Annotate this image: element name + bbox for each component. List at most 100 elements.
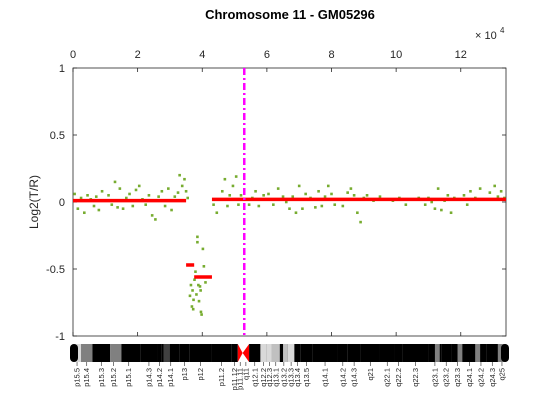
data-point xyxy=(267,192,270,196)
ideogram-band-label: p11.11 xyxy=(236,368,245,390)
ideogram-band-p15.3 xyxy=(92,344,111,362)
data-point xyxy=(196,240,199,244)
x-exponent-label: × 10 xyxy=(475,30,497,42)
data-point xyxy=(257,204,261,208)
data-point xyxy=(167,187,170,190)
ideogram-band-p15.1 xyxy=(116,344,141,362)
data-point xyxy=(83,211,86,215)
data-point xyxy=(231,184,235,188)
ideogram-band-label: q23.1 xyxy=(430,368,439,387)
ideogram-band-p14.3 xyxy=(140,344,158,362)
y-tick-label: 0.5 xyxy=(50,130,65,142)
data-point xyxy=(199,289,202,292)
data-point xyxy=(349,187,353,190)
ideogram-band-label: q13.3 xyxy=(287,368,296,387)
ideogram-band-q14.2 xyxy=(337,344,348,362)
data-point xyxy=(154,218,157,221)
ideogram-band-label: p13 xyxy=(180,368,189,381)
data-point xyxy=(195,293,198,296)
ideogram-band-label: q23.3 xyxy=(453,368,462,387)
data-point xyxy=(488,191,492,194)
ideogram-band-q13.4 xyxy=(294,344,301,362)
ideogram-band-label: q12.3 xyxy=(265,368,274,387)
data-point xyxy=(320,204,324,208)
ideogram-stain-patch xyxy=(457,344,463,362)
data-point xyxy=(262,194,265,197)
ideogram-band-label: q14.1 xyxy=(321,368,330,387)
ideogram-stain-patch xyxy=(434,344,440,362)
data-point xyxy=(493,184,496,188)
ideogram-stain-patch xyxy=(475,344,481,362)
data-point xyxy=(499,189,503,193)
ideogram-stain-patch xyxy=(81,344,93,362)
ideogram-band-p15.2 xyxy=(110,344,117,362)
x-tick-label: 10 xyxy=(390,49,402,61)
data-point xyxy=(297,184,301,188)
ideogram-band-q22.1 xyxy=(379,344,395,362)
x-tick-label: 4 xyxy=(199,49,205,61)
ideogram-band-q13.1 xyxy=(271,344,280,362)
ideogram-band-q23.2 xyxy=(441,344,452,362)
data-point xyxy=(288,207,291,210)
data-point xyxy=(202,265,206,268)
ideogram-band-label: p15.3 xyxy=(97,368,106,387)
ideogram-band-label: q23.2 xyxy=(442,368,451,387)
ideogram-band-q14.3 xyxy=(347,344,361,362)
data-point xyxy=(116,206,119,209)
data-point xyxy=(197,299,201,303)
data-point xyxy=(125,196,128,200)
data-point xyxy=(134,188,138,192)
ideogram-band-label: q12.2 xyxy=(259,368,268,387)
data-point xyxy=(446,194,450,197)
data-point xyxy=(163,204,167,208)
data-point xyxy=(365,194,369,197)
ideogram-band-p12 xyxy=(189,344,212,362)
ideogram-band-label: q24.1 xyxy=(465,368,474,387)
data-point xyxy=(199,310,203,314)
data-point xyxy=(341,204,345,208)
data-point xyxy=(118,187,122,190)
ideogram-stain-patch xyxy=(266,344,272,362)
data-point xyxy=(254,189,257,193)
ideogram-band-label: q24.2 xyxy=(476,368,485,387)
ideogram-pter xyxy=(70,344,78,362)
data-point xyxy=(469,189,472,193)
data-point xyxy=(478,187,482,190)
ideogram-band-q22.3 xyxy=(402,344,429,362)
ideogram-stain-patch xyxy=(283,344,288,362)
data-point xyxy=(440,208,443,212)
data-point xyxy=(170,208,173,212)
ideogram-band-label: q22.3 xyxy=(411,368,420,387)
ideogram-qter xyxy=(501,344,509,362)
data-point xyxy=(180,184,184,188)
ideogram-band-label: q25 xyxy=(497,368,506,381)
ideogram-band-p14.2 xyxy=(157,344,162,362)
data-point xyxy=(144,203,148,206)
x-tick-label: 0 xyxy=(70,49,76,61)
data-point xyxy=(192,298,195,302)
ideogram-band-label: q12.1 xyxy=(250,368,259,387)
data-point xyxy=(107,194,110,197)
ideogram-band-label: p14.3 xyxy=(144,368,153,387)
data-point xyxy=(356,211,359,215)
data-point xyxy=(215,211,219,215)
data-point xyxy=(247,203,251,206)
ideogram-band-label: q11 xyxy=(241,368,250,380)
ideogram-band-label: p15.2 xyxy=(109,368,118,387)
ideogram-band-q24.2 xyxy=(475,344,487,362)
ideogram-stain-patch xyxy=(115,344,122,362)
data-point xyxy=(184,189,188,193)
x-exponent-power: 4 xyxy=(500,26,505,35)
chart-title: Chromosome 11 - GM05296 xyxy=(205,7,375,22)
data-point xyxy=(189,283,193,287)
ideogram-band-q12.2 xyxy=(260,344,267,362)
data-point xyxy=(449,211,453,215)
data-point xyxy=(436,187,440,190)
data-point xyxy=(76,207,80,210)
ideogram-band-label: p15.5 xyxy=(73,368,82,387)
data-point xyxy=(272,203,275,206)
data-point xyxy=(94,195,98,198)
data-point xyxy=(183,177,186,181)
ideogram-band-label: q24.3 xyxy=(488,368,497,387)
